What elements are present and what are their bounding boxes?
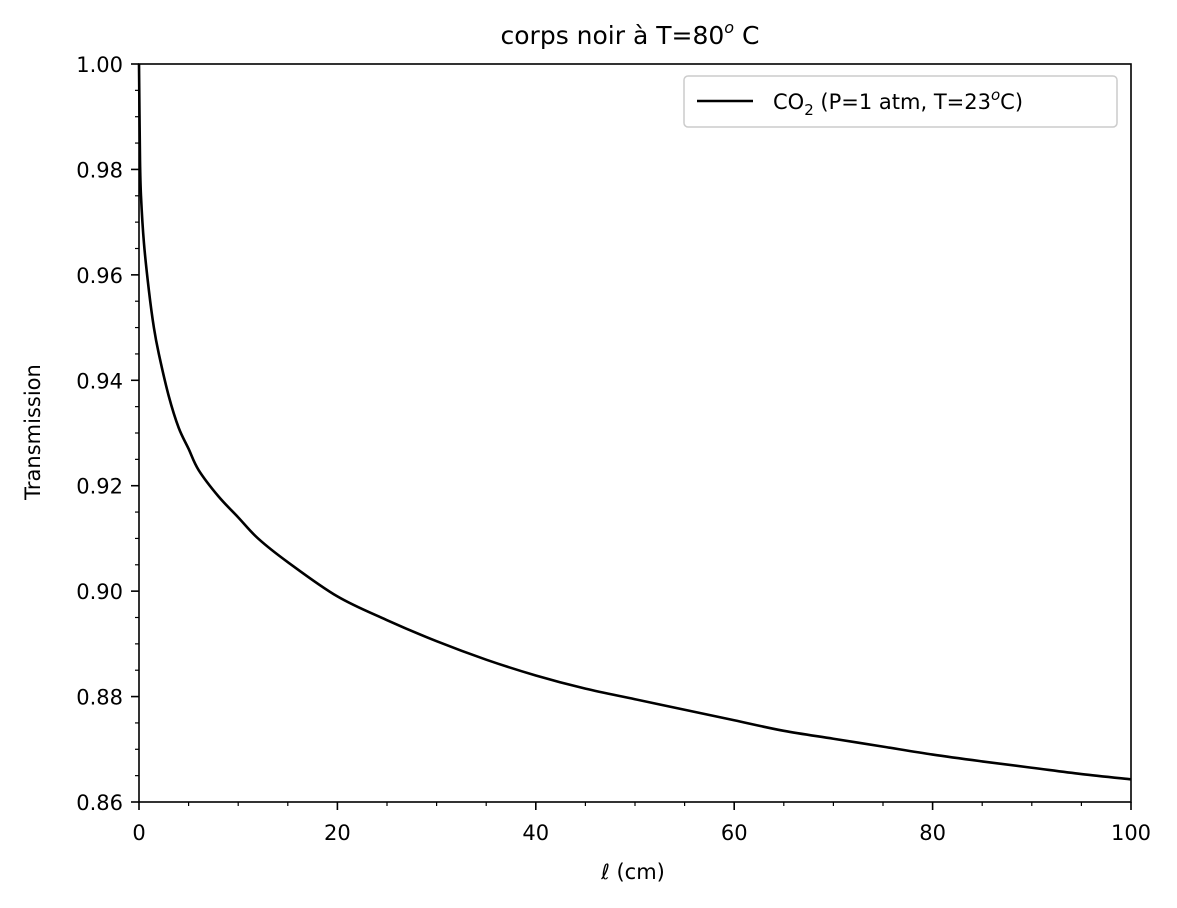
y-tick-label: 0.90: [76, 580, 123, 604]
x-tick-label: 80: [919, 821, 946, 845]
x-axis-label-symbol: ℓ: [600, 860, 610, 884]
y-tick-label: 0.94: [76, 369, 123, 393]
y-tick-label: 0.86: [76, 791, 123, 815]
y-tick-label: 0.92: [76, 475, 123, 499]
legend-entry-part1: CO: [773, 90, 804, 114]
chart-title-superscript: o: [724, 18, 734, 37]
plot-frame: [138, 63, 1132, 803]
legend-box: [683, 75, 1118, 128]
y-tick-label: 1.00: [76, 53, 123, 77]
x-tick-label: 20: [324, 821, 351, 845]
legend-entry-part2: (P=1 atm, T=23: [814, 90, 991, 114]
y-tick-label: 0.98: [76, 158, 123, 182]
x-tick-label: 60: [721, 821, 748, 845]
x-tick-label: 0: [132, 821, 145, 845]
legend-entry-part3: C): [1000, 90, 1023, 114]
x-axis-label-rest: (cm): [610, 860, 665, 884]
x-axis-label: ℓ (cm): [600, 860, 665, 884]
series-line-co2: [137, 63, 1132, 781]
chart-title-base: corps noir à T=80: [501, 21, 725, 50]
legend: CO2 (P=1 atm, T=23oC): [683, 75, 1118, 128]
legend-entry-superscript: o: [991, 86, 1000, 104]
legend-entry-co2: CO2 (P=1 atm, T=23oC): [773, 86, 1023, 119]
y-tick-label: 0.88: [76, 686, 123, 710]
x-axis-ticks: 0 20 40 60 80 100: [132, 802, 1151, 845]
legend-entry-subscript: 2: [804, 101, 814, 119]
y-axis-ticks: 0.86 0.88 0.90 0.92 0.94 0.96 0.98 1.00: [76, 53, 139, 815]
y-axis-label: Transmission: [21, 364, 45, 501]
x-tick-label: 40: [522, 821, 549, 845]
x-tick-label: 100: [1111, 821, 1151, 845]
y-tick-label: 0.96: [76, 264, 123, 288]
plot-area: [137, 63, 1132, 781]
chart-title-tail: C: [734, 21, 759, 50]
chart-title: corps noir à T=80o C: [501, 18, 760, 50]
